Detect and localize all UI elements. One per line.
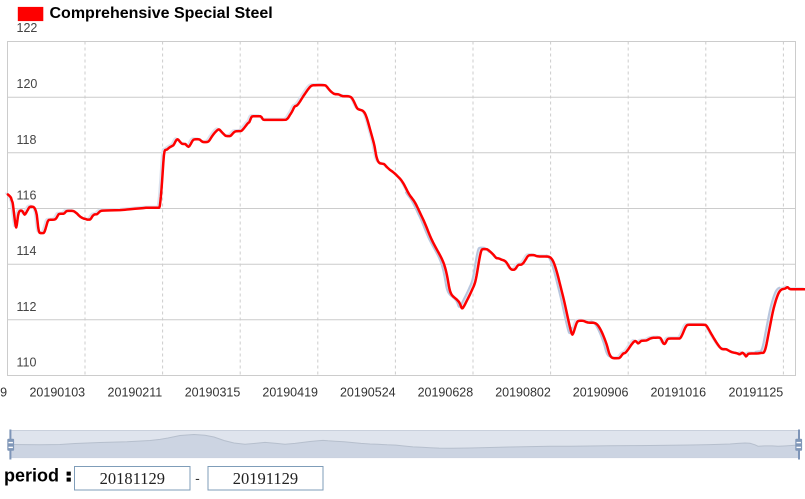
svg-text:20190103: 20190103 — [29, 386, 85, 400]
svg-text:20190211: 20190211 — [108, 386, 163, 400]
svg-text:20190628: 20190628 — [418, 386, 474, 400]
svg-text:110: 110 — [17, 356, 37, 370]
svg-text:112: 112 — [17, 300, 37, 314]
svg-text:122: 122 — [17, 21, 38, 35]
svg-text:period: period — [4, 466, 59, 486]
svg-text:20190419: 20190419 — [262, 386, 318, 400]
svg-text:20190524: 20190524 — [340, 386, 396, 400]
svg-text:Comprehensive Special Steel: Comprehensive Special Steel — [50, 5, 273, 22]
svg-text:20191129: 20191129 — [233, 469, 298, 488]
svg-text:20190315: 20190315 — [185, 386, 241, 400]
svg-text:-: - — [195, 470, 200, 486]
svg-text:116: 116 — [17, 189, 37, 203]
svg-text:20190802: 20190802 — [495, 386, 551, 400]
svg-text:114: 114 — [17, 244, 37, 258]
svg-text:20190906: 20190906 — [573, 386, 629, 400]
svg-text:20191016: 20191016 — [650, 386, 706, 400]
svg-text:118: 118 — [17, 133, 37, 147]
svg-text:20181129: 20181129 — [100, 469, 165, 488]
svg-text:20191125: 20191125 — [729, 386, 784, 400]
svg-text:120: 120 — [17, 77, 38, 91]
svg-text:20181129: 20181129 — [0, 386, 7, 400]
